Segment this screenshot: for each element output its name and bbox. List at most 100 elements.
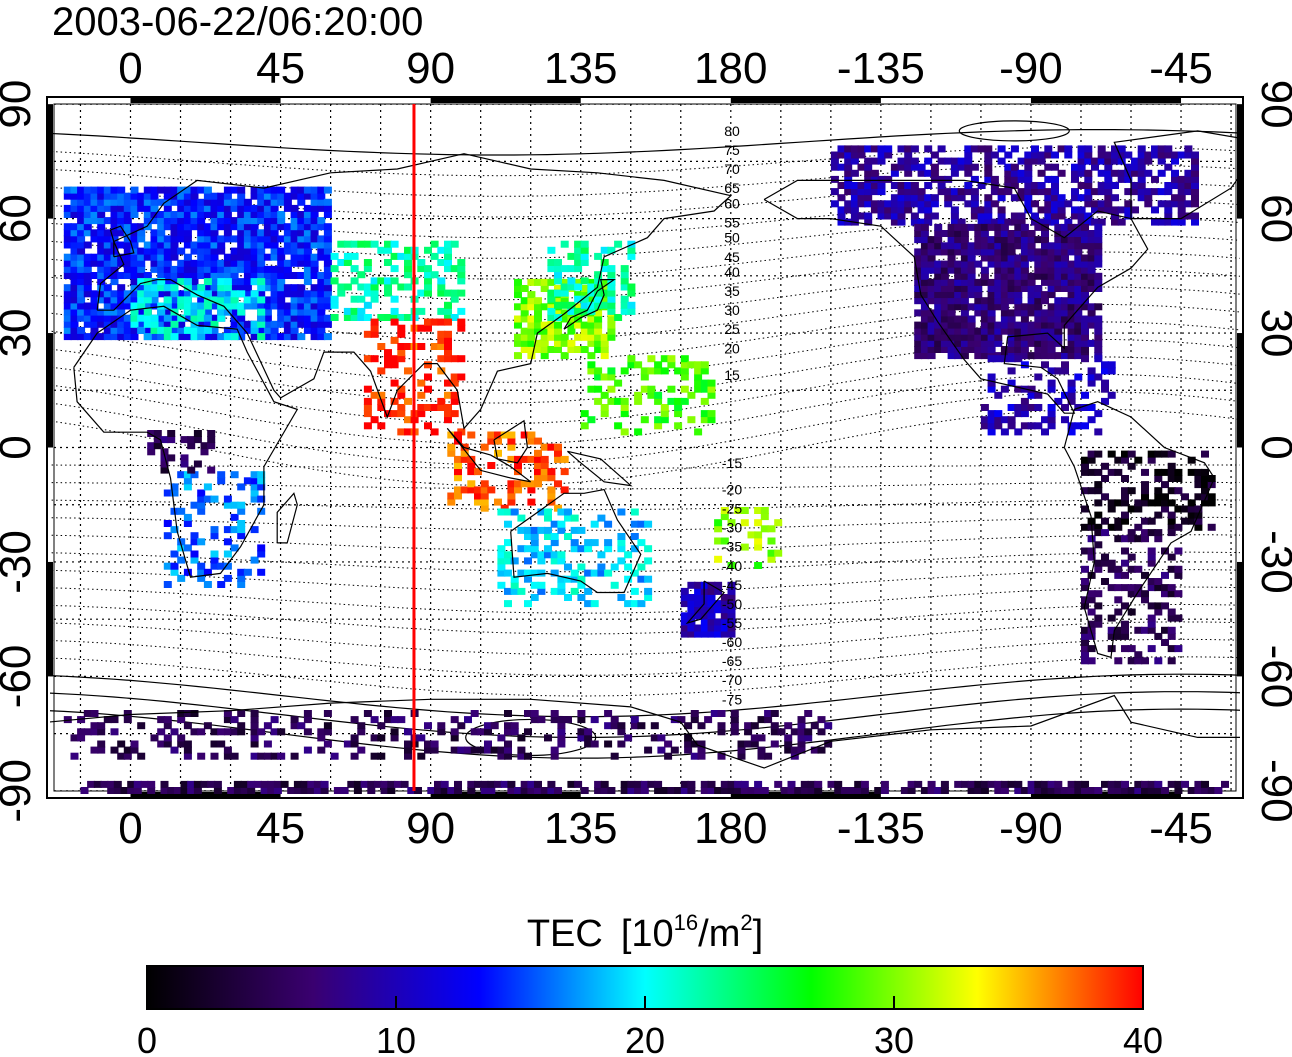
tec-cell (950, 157, 959, 165)
tec-cell (157, 211, 166, 218)
tec-cell (377, 277, 386, 285)
left-lat-tick-label: 60 (0, 194, 40, 243)
tec-cell (727, 600, 736, 608)
tec-cell (1010, 218, 1019, 226)
tec-cell (250, 716, 259, 724)
tec-cell (417, 343, 426, 350)
tec-cell (263, 204, 272, 212)
tec-cell (1104, 194, 1113, 202)
tec-cell (1027, 404, 1036, 411)
tec-cell (110, 192, 119, 200)
tec-cell (680, 367, 689, 375)
contour-label: -15 (722, 455, 742, 471)
right-lat-tick-label: -90 (1252, 759, 1292, 823)
tec-cell (1167, 450, 1176, 458)
tec-cell (130, 278, 139, 286)
tec-cell (177, 223, 186, 231)
tec-cell (980, 404, 989, 411)
tec-cell (550, 557, 559, 565)
tec-cell (183, 722, 192, 730)
tec-cell (1047, 422, 1056, 430)
tec-cell (437, 318, 446, 326)
tec-cell (670, 746, 679, 754)
tec-cell (1061, 272, 1069, 280)
tec-cell (680, 780, 689, 788)
tec-cell (467, 431, 476, 439)
tec-cell (994, 333, 1003, 341)
tec-cell (357, 307, 366, 315)
tec-cell (1094, 373, 1103, 381)
tec-cell (910, 200, 919, 208)
coastline (763, 179, 1149, 414)
tec-cell (257, 198, 266, 206)
tec-cell (1164, 188, 1173, 196)
tec-cell (1094, 346, 1103, 353)
tec-cell (283, 223, 292, 231)
tec-cell (1114, 517, 1123, 525)
tec-cell (1124, 188, 1133, 196)
tec-cell (467, 480, 476, 488)
tec-cell (157, 235, 166, 243)
tec-cell (130, 740, 139, 748)
tec-cell (694, 624, 703, 632)
tec-cell (977, 212, 986, 220)
tec-cell (210, 198, 219, 206)
tec-cell (840, 787, 849, 794)
tec-cell (63, 204, 72, 212)
tec-cell (864, 194, 873, 202)
tec-cell (934, 230, 943, 237)
tec-cell (70, 211, 79, 218)
tec-cell (1087, 416, 1096, 424)
tec-cell (230, 326, 239, 334)
tec-cell (243, 217, 252, 225)
tec-cell (547, 486, 556, 494)
tec-cell (77, 314, 86, 322)
tec-cell (110, 229, 119, 237)
tec-cell (1047, 327, 1056, 335)
tec-cell (323, 710, 332, 717)
tec-cell (1141, 481, 1149, 489)
tec-cell (960, 260, 969, 268)
tec-cell (277, 272, 286, 279)
tec-cell (1181, 505, 1189, 513)
tec-cell (1121, 493, 1129, 501)
tec-cell (230, 501, 239, 509)
tec-cell (203, 259, 212, 267)
frame-band-top (1030, 96, 1182, 103)
tec-cell (620, 367, 629, 375)
tec-cell (577, 594, 586, 601)
tec-cell (257, 495, 266, 503)
colorbar-ticks: 0 10 20 30 40 (137, 996, 1163, 1057)
tec-cell (1051, 200, 1059, 208)
tec-cell (197, 320, 206, 328)
tec-cell (223, 746, 232, 754)
tec-cell (323, 265, 332, 273)
tec-cell (1051, 188, 1059, 196)
tec-cell (210, 296, 219, 304)
tec-cell (980, 272, 989, 280)
tec-cell (434, 780, 442, 788)
tec-cell (203, 211, 212, 218)
tec-cell (460, 486, 469, 494)
tec-cell (1194, 475, 1203, 482)
tec-cell (217, 192, 226, 200)
colorbar-tick-label: 20 (625, 1020, 665, 1057)
tec-cell (1081, 422, 1089, 430)
tec-cell (1184, 151, 1193, 159)
tec-cell (1087, 309, 1096, 317)
tec-cell (377, 246, 386, 254)
tec-cell (567, 339, 576, 347)
tec-cell (137, 265, 146, 273)
tec-cell (1134, 456, 1143, 464)
tec-cell (77, 253, 86, 261)
tec-cell (580, 291, 589, 299)
tec-cell (1067, 780, 1076, 788)
tec-cell (230, 204, 239, 212)
tec-cell (1031, 188, 1039, 196)
tec-cell (190, 192, 199, 200)
tec-cell (590, 716, 599, 724)
tec-cell (1044, 151, 1053, 159)
tec-cell (700, 361, 709, 369)
tec-cell (163, 253, 172, 261)
tec-cell (450, 265, 459, 273)
